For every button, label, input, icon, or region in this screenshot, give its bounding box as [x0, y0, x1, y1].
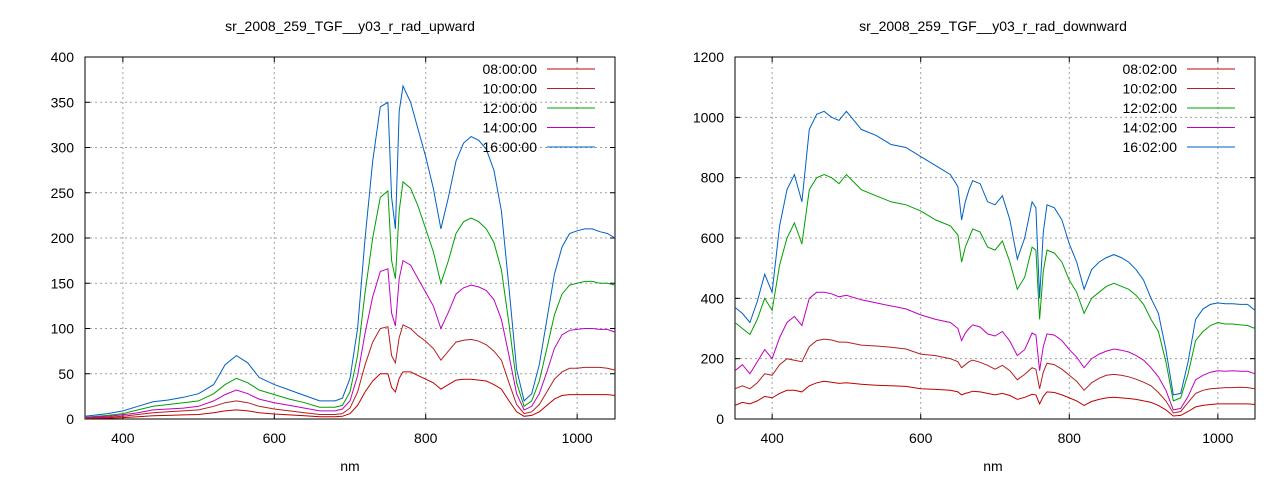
legend-label: 16:02:00 — [1123, 139, 1178, 155]
y-tick-label: 400 — [51, 49, 75, 65]
series-line — [734, 173, 1256, 402]
legend: 08:00:00 10:00:00 12:00:00 14:00:00 16:00:00 — [483, 61, 595, 155]
legend-label: 12:02:00 — [1123, 100, 1178, 116]
y-tick-label: 400 — [701, 290, 725, 306]
series-line — [84, 371, 616, 419]
gridlines — [735, 56, 1255, 420]
y-tick-label: 350 — [51, 94, 75, 110]
x-tick-label: 600 — [909, 430, 933, 446]
y-tick-label: 200 — [51, 230, 75, 246]
upward-radiance-chart: sr_2008_259_TGF__y03_r_rad_upward nm 400… — [51, 18, 616, 474]
series-lines — [84, 84, 616, 419]
x-axis-label: nm — [340, 458, 359, 474]
series-lines — [734, 110, 1256, 417]
y-tick-label: 600 — [701, 230, 725, 246]
tick-labels: 400 600 800 1000 0 200 400 600 800 1000 1200 — [693, 49, 1234, 446]
legend: 08:02:00 10:02:00 12:02:00 14:02:00 16:02:00 — [1123, 61, 1235, 155]
legend-label: 08:02:00 — [1123, 61, 1178, 77]
y-tick-label: 1000 — [693, 109, 724, 125]
series-line — [84, 84, 616, 417]
y-tick-label: 0 — [716, 411, 724, 427]
y-tick-label: 0 — [66, 411, 74, 427]
y-tick-label: 50 — [58, 366, 74, 382]
y-tick-label: 250 — [51, 185, 75, 201]
x-tick-label: 1000 — [1202, 430, 1233, 446]
legend-label: 10:02:00 — [1123, 81, 1178, 97]
legend-label: 12:00:00 — [483, 100, 538, 116]
legend-label: 08:00:00 — [483, 61, 538, 77]
series-line — [734, 291, 1256, 411]
series-line — [84, 324, 616, 419]
series-line — [734, 110, 1256, 396]
x-tick-label: 400 — [111, 430, 135, 446]
chart-title: sr_2008_259_TGF__y03_r_rad_upward — [225, 18, 475, 34]
y-tick-label: 150 — [51, 275, 75, 291]
x-tick-label: 400 — [760, 430, 784, 446]
series-line — [734, 338, 1256, 414]
x-axis-label: nm — [983, 458, 1002, 474]
y-tick-label: 800 — [701, 170, 725, 186]
series-line — [84, 259, 616, 419]
legend-label: 10:00:00 — [483, 81, 538, 97]
legend-label: 16:00:00 — [483, 139, 538, 155]
y-tick-label: 300 — [51, 140, 75, 156]
series-line — [84, 180, 616, 418]
tick-labels: 400 600 800 1000 0 50 100 150 200 250 300 350 400 — [51, 49, 593, 446]
chart-title: sr_2008_259_TGF__y03_r_rad_downward — [859, 18, 1127, 34]
legend-label: 14:00:00 — [483, 120, 538, 136]
legend-label: 14:02:00 — [1123, 120, 1178, 136]
series-line — [734, 380, 1256, 417]
y-tick-label: 1200 — [693, 49, 724, 65]
x-tick-label: 800 — [414, 430, 438, 446]
y-tick-label: 200 — [701, 351, 725, 367]
x-tick-label: 1000 — [562, 430, 593, 446]
x-tick-label: 600 — [263, 430, 287, 446]
x-tick-label: 800 — [1058, 430, 1082, 446]
downward-radiance-chart: sr_2008_259_TGF__y03_r_rad_downward nm 4… — [693, 18, 1256, 474]
y-tick-label: 100 — [51, 321, 75, 337]
plot-frame — [734, 56, 1256, 420]
